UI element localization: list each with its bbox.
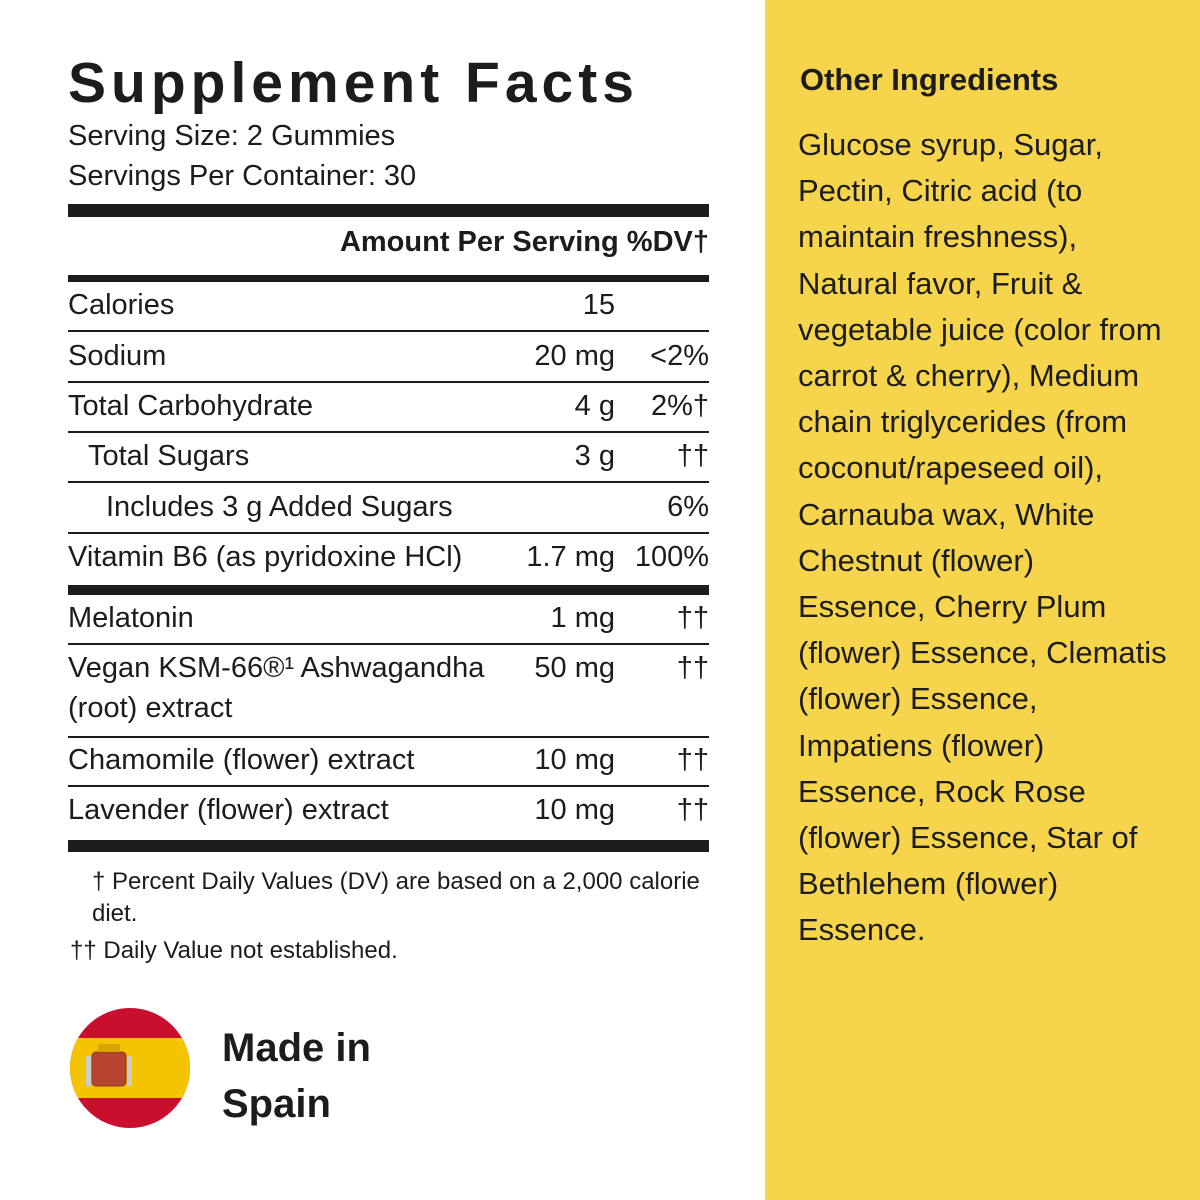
row-name: Vegan KSM-66®¹ Ashwagandha (root) extrac… <box>68 652 485 724</box>
row-amount: 1.7 mg <box>526 541 615 573</box>
row-dv: †† <box>676 744 709 776</box>
serving-size: Serving Size: 2 Gummies <box>68 120 396 152</box>
spain-flag <box>70 1008 190 1128</box>
servings-per-container: Servings Per Container: 30 <box>68 160 417 192</box>
title: Supplement Facts <box>68 51 639 115</box>
row-rule <box>68 585 709 595</box>
row-amount: 10 mg <box>534 744 615 776</box>
medium-rule <box>68 275 709 282</box>
row-name: Vitamin B6 (as pyridoxine HCl) <box>68 541 463 573</box>
row-name: Melatonin <box>68 602 194 634</box>
row-rule <box>68 840 709 852</box>
yellow-panel <box>765 0 1200 1200</box>
row-amount: 15 <box>582 289 615 321</box>
row-dv: 100% <box>634 541 709 573</box>
row-dv: 6% <box>667 491 709 523</box>
made-in-line: Spain <box>222 1082 331 1126</box>
row-rule <box>68 532 709 534</box>
other-ingredients-title: Other Ingredients <box>800 62 1059 97</box>
row-amount: 3 g <box>574 440 615 472</box>
footnote: † Percent Daily Values (DV) are based on… <box>92 868 700 927</box>
row-name: Total Sugars <box>88 440 250 472</box>
table-header: Amount Per Serving %DV† <box>68 226 709 259</box>
row-name: Total Carbohydrate <box>68 390 314 422</box>
made-in: Made in Spain <box>222 1020 371 1132</box>
row-amount: 4 g <box>574 390 615 422</box>
row-dv: †† <box>676 602 709 634</box>
row-dv: 2%† <box>650 390 709 422</box>
made-in-line: Made in <box>222 1026 371 1070</box>
row-dv: †† <box>676 440 709 472</box>
row-rule <box>68 785 709 787</box>
footnote: †† Daily Value not established. <box>70 937 398 964</box>
row-rule <box>68 330 709 332</box>
row-dv: †† <box>676 794 709 826</box>
row-rule <box>68 736 709 738</box>
row-rule <box>68 481 709 483</box>
row-name: Sodium <box>68 340 167 372</box>
row-name: Includes 3 g Added Sugars <box>106 491 453 523</box>
row-rule <box>68 431 709 433</box>
row-amount: 1 mg <box>550 602 615 634</box>
row-name: Lavender (flower) extract <box>68 794 389 826</box>
other-ingredients-text: Glucose syrup, Sugar, Pectin, Citric aci… <box>798 127 1167 948</box>
row-amount: 10 mg <box>534 794 615 826</box>
row-rule <box>68 643 709 645</box>
header-dv: %DV† <box>626 226 709 258</box>
thick-rule <box>68 204 709 217</box>
row-amount: 20 mg <box>534 340 615 372</box>
row-name: Chamomile (flower) extract <box>68 744 415 776</box>
row-name: Calories <box>68 289 175 321</box>
row-amount: 50 mg <box>534 652 615 684</box>
header-amount: Amount Per Serving <box>339 226 619 258</box>
row-dv: †† <box>676 652 709 684</box>
row-rule <box>68 381 709 383</box>
row-dv: <2% <box>650 340 709 372</box>
